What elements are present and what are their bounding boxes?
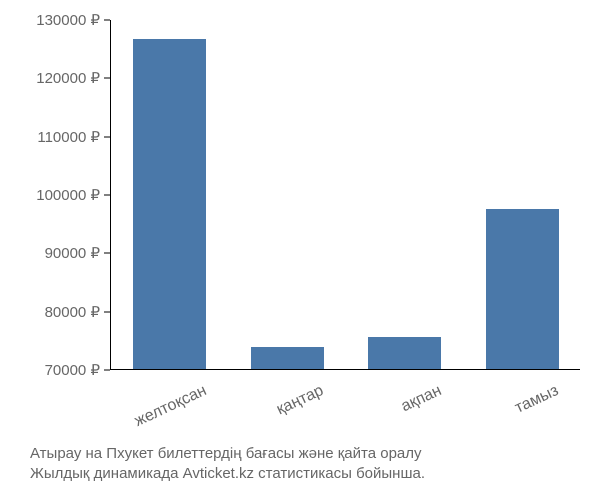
y-tick-mark <box>104 195 110 196</box>
bar <box>133 39 206 369</box>
caption-line-2: Жылдық динамикада Avticket.kz статистика… <box>30 464 425 484</box>
y-tick-mark <box>104 370 110 371</box>
y-tick-label: 80000 ₽ <box>0 303 110 321</box>
y-tick-mark <box>104 78 110 79</box>
y-tick-label: 90000 ₽ <box>0 244 110 262</box>
chart-caption: Атырау на Пхукет билеттердің бағасы және… <box>30 444 425 485</box>
y-tick-label: 110000 ₽ <box>0 128 110 146</box>
bar <box>486 209 559 369</box>
y-tick-label: 130000 ₽ <box>0 11 110 29</box>
y-tick-label: 70000 ₽ <box>0 361 110 379</box>
y-tick-mark <box>104 253 110 254</box>
bar-chart: 70000 ₽ 80000 ₽ 90000 ₽ 100000 ₽ 110000 ₽ 120… <box>0 0 600 500</box>
x-tick-label: желтоқсан <box>132 382 210 431</box>
bar <box>368 337 441 369</box>
bar <box>251 347 324 369</box>
plot-area <box>110 20 580 370</box>
x-tick-label: ақпан <box>398 382 444 416</box>
caption-line-1: Атырау на Пхукет билеттердің бағасы және… <box>30 444 425 464</box>
x-tick-label: тамыз <box>513 382 562 418</box>
y-tick-label: 120000 ₽ <box>0 69 110 87</box>
y-tick-mark <box>104 136 110 137</box>
y-tick-mark <box>104 311 110 312</box>
y-tick-mark <box>104 20 110 21</box>
y-tick-label: 100000 ₽ <box>0 186 110 204</box>
x-tick-label: қаңтар <box>274 382 327 419</box>
